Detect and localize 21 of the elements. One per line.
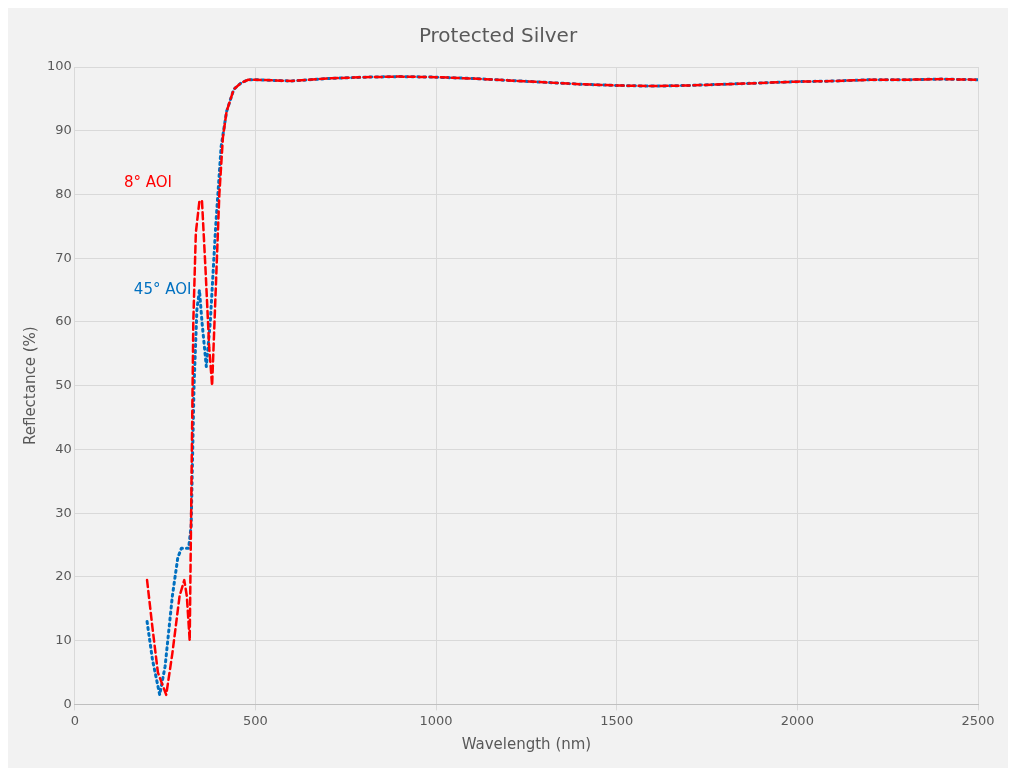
x-tick-label: 1000 bbox=[419, 712, 453, 728]
x-axis-title: Wavelength (nm) bbox=[461, 734, 592, 753]
y-tick-label: 20 bbox=[55, 568, 72, 584]
x-tick-label: 500 bbox=[243, 712, 268, 728]
y-tick-label: 70 bbox=[55, 249, 72, 265]
x-tick-label: 2000 bbox=[780, 712, 814, 728]
y-tick-label: 80 bbox=[55, 185, 72, 201]
series-label: 8° AOI bbox=[123, 172, 172, 191]
y-tick-label: 0 bbox=[63, 695, 72, 711]
y-tick-label: 40 bbox=[55, 440, 72, 456]
y-tick-label: 10 bbox=[55, 632, 72, 648]
y-tick-label: 50 bbox=[55, 377, 72, 393]
y-tick-label: 30 bbox=[55, 504, 72, 520]
x-tick-label: 2500 bbox=[961, 712, 995, 728]
series-label: 45° AOI bbox=[133, 279, 192, 298]
y-tick-label: 60 bbox=[55, 313, 72, 329]
y-tick-label: 100 bbox=[46, 58, 72, 74]
chart-title: Protected Silver bbox=[418, 23, 578, 48]
x-tick-label: 1500 bbox=[600, 712, 634, 728]
y-axis-title: Reflectance (%) bbox=[20, 326, 39, 446]
y-tick-label: 90 bbox=[55, 122, 72, 138]
